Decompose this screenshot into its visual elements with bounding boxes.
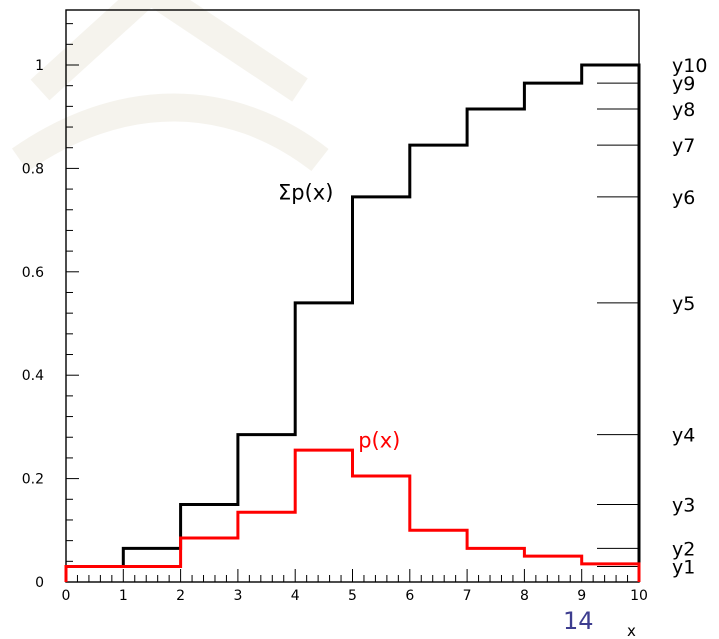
right-axis-label: y8 bbox=[672, 99, 695, 121]
right-axis-label: y10 bbox=[672, 55, 707, 77]
right-axis-label: y3 bbox=[672, 494, 695, 516]
right-axis-label: y6 bbox=[672, 187, 695, 209]
x-tick-label: 4 bbox=[291, 588, 300, 604]
right-axis-label: y5 bbox=[672, 293, 695, 315]
x-tick-label: 8 bbox=[520, 588, 529, 604]
series-annotation: Σp(x) bbox=[278, 180, 333, 204]
x-tick-label: 0 bbox=[62, 588, 71, 604]
y-tick-label: 0.6 bbox=[22, 265, 44, 281]
series-layer bbox=[64, 63, 641, 582]
x-tick-label: 7 bbox=[463, 588, 472, 604]
x-axis-ticks: 0 1 2 3 4 5 6 7 8 9 10 bbox=[62, 569, 648, 604]
right-axis-label: y2 bbox=[672, 538, 695, 560]
right-axis-label: y1 bbox=[672, 556, 695, 578]
x-tick-label: 3 bbox=[233, 588, 242, 604]
x-tick-label: 6 bbox=[405, 588, 414, 604]
right-axis-label: y9 bbox=[672, 73, 695, 95]
x-tick-label: 5 bbox=[348, 588, 357, 604]
x-tick-label: 2 bbox=[176, 588, 185, 604]
annotation-layer: Σp(x) p(x) bbox=[278, 180, 400, 452]
x-tick-label: 1 bbox=[119, 588, 128, 604]
y-tick-label: 0.4 bbox=[22, 368, 44, 384]
x-tick-label: 10 bbox=[630, 588, 648, 604]
x-tick-label: 9 bbox=[577, 588, 586, 604]
y-axis-ticks: 0 0.2 0.4 0.6 0.8 1 bbox=[22, 23, 79, 591]
series-line bbox=[64, 448, 641, 582]
y-tick-label: 0.8 bbox=[22, 161, 44, 177]
right-axis-label: y7 bbox=[672, 135, 695, 157]
x-axis-label: x bbox=[627, 622, 636, 639]
background-watermark bbox=[11, 0, 329, 172]
y-tick-label: 1 bbox=[35, 58, 44, 74]
series-annotation: p(x) bbox=[358, 429, 400, 453]
page-number: 14 bbox=[563, 607, 594, 635]
y-tick-label: 0 bbox=[35, 575, 44, 591]
y-tick-label: 0.2 bbox=[22, 472, 44, 488]
right-axis-label: y4 bbox=[672, 425, 695, 447]
series-line bbox=[64, 63, 641, 582]
